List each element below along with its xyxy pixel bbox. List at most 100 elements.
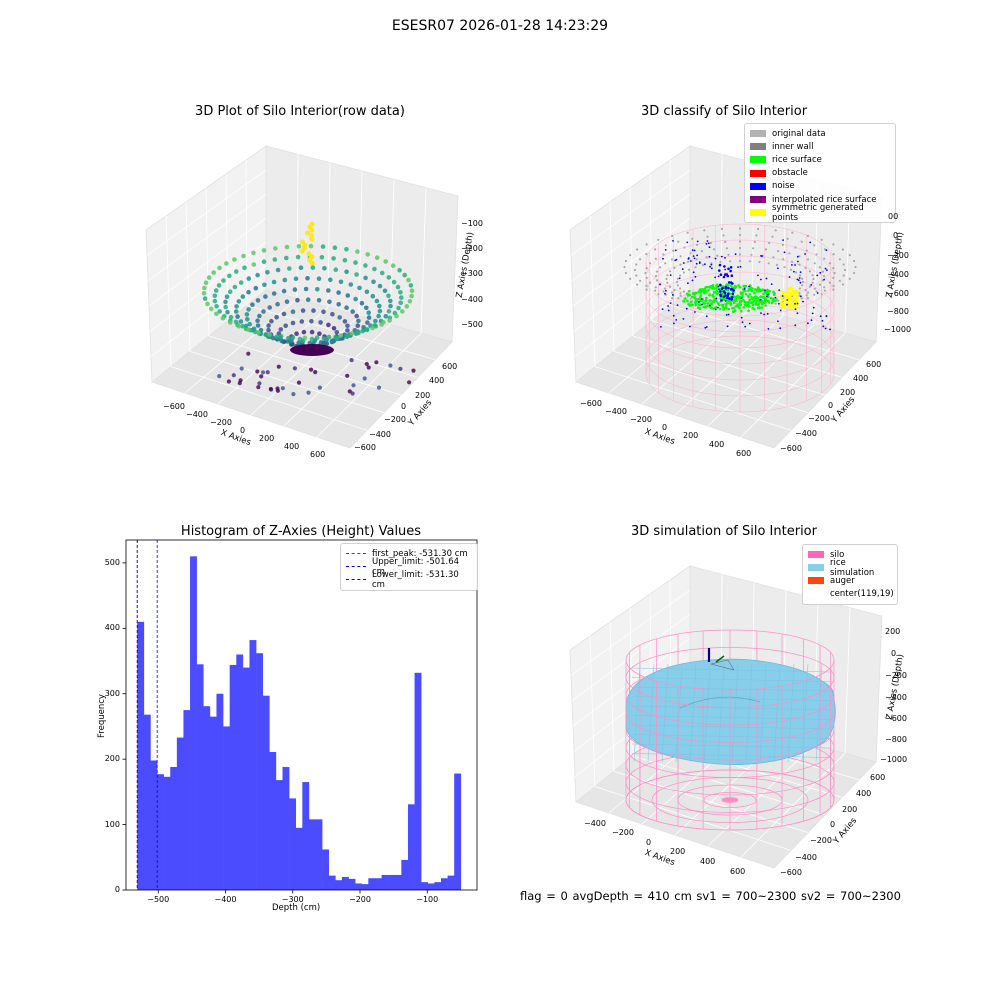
histogram-xtick-marks (157, 890, 428, 894)
scatter-point (726, 284, 729, 287)
scatter-point (820, 293, 823, 296)
scatter-point (780, 294, 784, 298)
histogram-ylabel: Frequency (96, 694, 107, 738)
histogram-bar (242, 667, 250, 890)
legend-label: Upper_limit: -501.64 cm (372, 556, 460, 577)
scatter-point (780, 293, 784, 297)
scatter-point (255, 272, 260, 278)
scatter-point (214, 304, 219, 309)
histogram-vlines (136, 540, 158, 890)
scatter-point (796, 299, 799, 303)
scatter-point (736, 303, 739, 306)
scatter-point (764, 248, 768, 251)
scatter-point (253, 285, 259, 291)
scatter-point (243, 326, 249, 332)
scatter-point (645, 267, 648, 270)
scatter-point (259, 374, 264, 379)
scatter-point (228, 314, 234, 320)
legend-item-center: center(119,19) (808, 588, 894, 601)
scatter-point (785, 290, 789, 294)
scatter-point (752, 307, 756, 311)
scatter-point (317, 331, 322, 337)
scatter-point (734, 253, 737, 256)
grid-line (246, 304, 436, 361)
scatter-point (774, 296, 777, 299)
scatter-point (812, 277, 815, 281)
scatter-point (256, 385, 261, 390)
panel1-xtick: 400 (284, 442, 300, 451)
scatter-point (719, 296, 722, 300)
scatter-point (708, 299, 712, 302)
scatter-point (672, 314, 675, 317)
scatter-point (746, 303, 750, 307)
panel4-xtick: 0 (646, 838, 652, 847)
scatter-point (790, 299, 794, 302)
scatter-point (813, 262, 816, 265)
scatter-point (741, 321, 744, 323)
scatter-point (316, 276, 322, 282)
scatter-point (282, 339, 287, 344)
scatter-point (662, 253, 665, 256)
scatter-point (347, 332, 353, 337)
scatter-point (278, 337, 283, 342)
scatter-point (721, 295, 725, 298)
grid-line (358, 170, 363, 317)
legend-label: auger (830, 575, 855, 586)
scatter-point (370, 293, 376, 299)
silo-ring-front (625, 677, 835, 708)
panel2-ztick: 0 (893, 231, 899, 240)
scatter-point (763, 296, 766, 300)
scatter-point (762, 292, 765, 296)
scatter-point (723, 286, 727, 290)
scatter-point (737, 284, 740, 287)
scatter-point (689, 300, 693, 304)
scatter-point (205, 301, 210, 307)
scatter-point (722, 286, 726, 290)
scatter-point (712, 295, 715, 299)
rice-mesh-line (661, 663, 669, 763)
scatter-point (800, 295, 802, 298)
scatter-point (379, 322, 384, 327)
scatter-point (828, 281, 832, 284)
scatter-point (832, 276, 835, 279)
scatter-point (710, 302, 713, 306)
scatter-point (790, 295, 794, 298)
scatter-point (697, 306, 700, 309)
scatter-point (372, 323, 378, 328)
panel4-3d-box (569, 565, 883, 869)
panel2-ztick: −600 (887, 289, 909, 298)
scatter-point (655, 279, 659, 282)
scatter-point (794, 297, 797, 300)
scatter-point (771, 299, 774, 303)
scatter-point (296, 340, 302, 346)
scatter-point (398, 290, 403, 295)
scatter-point (700, 250, 704, 253)
legend-line (346, 553, 366, 555)
scatter-point (307, 340, 313, 346)
scatter-point (746, 301, 750, 304)
grid-line (589, 215, 596, 367)
scatter-point (788, 298, 792, 302)
scatter-point (756, 296, 760, 300)
scatter-point (699, 291, 702, 294)
scatter-point (710, 262, 713, 265)
scatter-point (727, 296, 730, 300)
scatter-point (757, 290, 760, 293)
scatter-point (672, 294, 675, 297)
scatter-point (307, 344, 312, 350)
scatter-point (759, 299, 763, 302)
scatter-point (812, 306, 815, 309)
scatter-point (782, 297, 785, 300)
scatter-point (715, 299, 718, 303)
scatter-point (823, 248, 827, 251)
scatter-point (359, 300, 365, 306)
scatter-point (748, 285, 750, 288)
scatter-point (690, 260, 692, 262)
scatter-point (711, 294, 714, 297)
scatter-point (271, 279, 277, 285)
scatter-point-cluster (290, 344, 334, 356)
scatter-point (743, 303, 747, 307)
scatter-point (715, 289, 719, 293)
scatter-point (766, 288, 769, 292)
scatter-point (693, 249, 696, 252)
